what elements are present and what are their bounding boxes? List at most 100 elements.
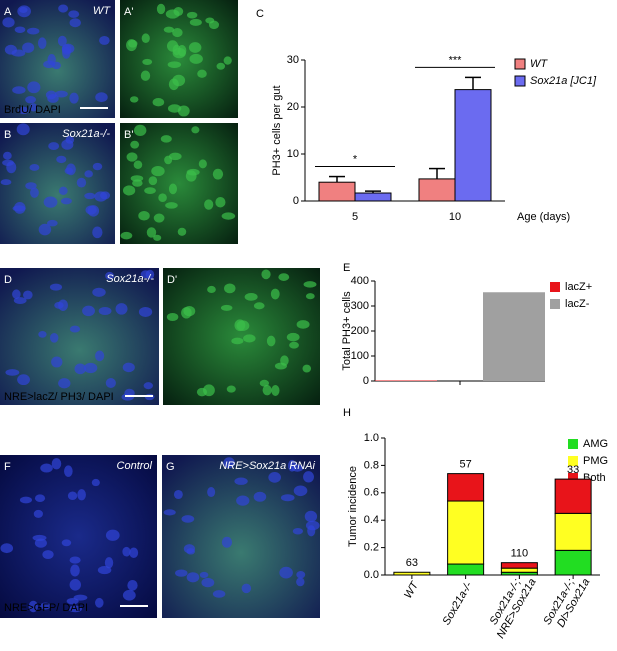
nucleus — [292, 527, 303, 535]
nucleus — [197, 69, 207, 78]
sample-size: 57 — [460, 459, 472, 471]
panel-label: A — [4, 6, 12, 18]
nucleus — [95, 597, 104, 608]
nucleus — [234, 319, 246, 332]
nucleus — [243, 334, 256, 343]
panel-label: E — [343, 262, 350, 274]
nucleus — [2, 17, 15, 28]
micrograph: B Sox21a-/- — [0, 123, 115, 244]
panel-caption: NRE>Sox21a RNAi — [219, 460, 315, 472]
nucleus — [98, 306, 112, 316]
micrograph: G NRE>Sox21a RNAi — [162, 455, 320, 618]
nucleus — [122, 362, 135, 373]
stain-label: NRE>GFP/ DAPI — [4, 602, 88, 614]
nucleus — [293, 485, 308, 497]
nucleus — [130, 140, 140, 149]
panel-label: D' — [167, 274, 177, 286]
micrograph: D Sox21a-/- — [0, 268, 159, 405]
y-tick-label: 0 — [293, 195, 299, 207]
nucleus — [68, 10, 80, 18]
y-tick-label: 300 — [351, 300, 369, 312]
nucleus — [168, 152, 182, 161]
nucleus — [13, 297, 27, 304]
nucleus — [5, 369, 20, 376]
nucleus — [253, 491, 267, 502]
nucleus — [186, 168, 200, 176]
nucleus — [62, 46, 71, 59]
nucleus — [220, 304, 233, 311]
nucleus — [58, 4, 69, 13]
nucleus — [12, 86, 26, 94]
nucleus — [271, 384, 280, 396]
nucleus — [307, 525, 316, 537]
nucleus — [160, 135, 172, 143]
significance-label: * — [353, 153, 358, 165]
nucleus — [138, 210, 150, 221]
nucleus — [177, 105, 190, 117]
nucleus — [143, 382, 154, 390]
nucleus — [261, 269, 271, 280]
nucleus — [92, 226, 103, 239]
nucleus — [216, 62, 226, 70]
nucleus — [54, 90, 68, 98]
nucleus — [172, 74, 186, 87]
legend-label: lacZ- — [565, 298, 590, 310]
bar-segment — [500, 567, 538, 573]
nucleus — [47, 94, 59, 103]
nucleus — [215, 197, 226, 208]
sample-size: 63 — [406, 557, 418, 569]
nucleus — [207, 486, 216, 498]
nucleus — [286, 332, 300, 342]
nucleus — [186, 548, 196, 555]
y-tick-label: 1.0 — [364, 432, 379, 444]
nucleus — [70, 564, 80, 577]
nucleus — [97, 566, 112, 575]
nucleus — [61, 539, 72, 547]
nucleus — [16, 123, 30, 136]
nucleus — [68, 605, 83, 613]
nucleus — [148, 176, 158, 186]
x-tick-label: 10 — [449, 211, 461, 223]
nucleus — [166, 312, 179, 322]
nucleus — [172, 47, 186, 59]
nucleus — [241, 583, 252, 594]
nucleus — [122, 546, 131, 557]
y-tick-label: 0 — [363, 375, 369, 387]
legend-label: Sox21a [JC1] — [530, 75, 597, 87]
nucleus — [253, 302, 265, 310]
bar — [354, 192, 392, 202]
bar-segment — [554, 478, 592, 514]
nucleus — [30, 187, 39, 198]
nucleus — [40, 602, 51, 610]
legend-swatch — [550, 299, 560, 309]
nucleus — [199, 571, 209, 578]
nucleus — [189, 18, 202, 26]
panel-caption: Control — [117, 460, 153, 472]
nucleus — [95, 92, 108, 103]
x-tick-label: WT — [402, 579, 422, 601]
nucleus — [146, 227, 157, 238]
nucleus — [58, 186, 68, 195]
micrograph: F Control — [0, 455, 157, 618]
nucleus — [296, 320, 310, 329]
nucleus — [129, 547, 139, 559]
nucleus — [165, 9, 180, 19]
nucleus — [105, 529, 120, 541]
nucleus — [186, 11, 198, 19]
nucleus — [105, 378, 116, 388]
nucleus — [67, 491, 78, 501]
nucleus — [304, 510, 318, 523]
legend-swatch — [514, 75, 526, 87]
nucleus — [83, 362, 98, 374]
nucleus — [122, 589, 136, 601]
nucleus — [14, 202, 26, 214]
y-axis-label: Tumor incidence — [347, 466, 359, 547]
nucleus — [28, 600, 39, 613]
nucleus — [302, 364, 312, 373]
nucleus — [164, 155, 173, 165]
nucleus — [223, 457, 235, 469]
panel-label: B — [4, 129, 11, 141]
nucleus — [173, 489, 183, 500]
nucleus — [49, 283, 63, 291]
